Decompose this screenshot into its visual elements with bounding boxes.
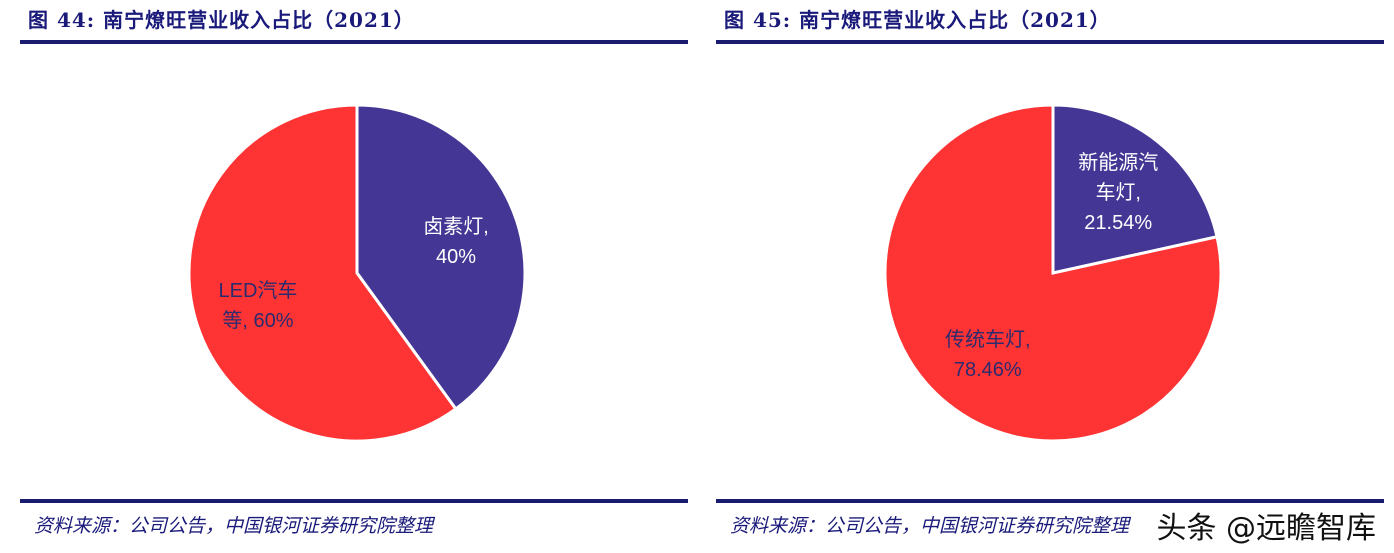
source-rule — [20, 499, 688, 503]
slice-label-line: 21.54% — [1084, 212, 1152, 234]
figure-title: 图 44: 南宁燎旺营业收入占比（2021） — [28, 8, 415, 32]
pie-chart-nev-vs-traditional: 新能源汽车灯, 21.54% 传统车灯, 78.46% — [883, 103, 1223, 443]
figure-title: 图 45: 南宁燎旺营业收入占比（2021） — [724, 8, 1111, 32]
slice-label: 卤素灯, 40% — [423, 215, 489, 268]
slice-label-line: 车灯, — [1095, 181, 1141, 204]
pie-slice — [187, 103, 458, 443]
chart-panel-right: 图 45: 南宁燎旺营业收入占比（2021） 新能源汽车灯, 21.54% 传统车灯… — [716, 0, 1386, 553]
slice-label: LED汽车等, 60% — [218, 279, 297, 332]
slice-label-line: LED汽车 — [218, 279, 297, 302]
source-note: 资料来源：公司公告，中国银河证券研究院整理 — [730, 515, 1130, 537]
pie-slice — [1051, 103, 1219, 275]
slice-label-line: 传统车灯, — [945, 328, 1031, 351]
source-note: 资料来源：公司公告，中国银河证券研究院整理 — [34, 515, 434, 537]
watermark: 头条 @远瞻智库 — [1152, 503, 1380, 547]
slice-label-line: 等, 60% — [222, 309, 293, 332]
slice-label-line: 新能源汽 — [1078, 151, 1158, 174]
slice-label: 传统车灯, 78.46% — [945, 328, 1031, 381]
pie-slice — [355, 103, 527, 412]
slice-label: 新能源汽车灯, 21.54% — [1078, 151, 1158, 234]
slice-label-line: 40% — [436, 246, 476, 268]
title-rule — [20, 40, 688, 44]
slice-label-line: 卤素灯, — [423, 215, 489, 238]
source-rule — [716, 499, 1384, 503]
pie-chart-halogen-vs-led: 卤素灯, 40% LED汽车等, 60% — [187, 103, 527, 443]
chart-panel-left: 图 44: 南宁燎旺营业收入占比（2021） 卤素灯, 40% LED汽车等, 60… — [20, 0, 690, 553]
title-rule — [716, 40, 1384, 44]
slice-label-line: 78.46% — [954, 359, 1022, 381]
pie-slice — [883, 103, 1223, 443]
